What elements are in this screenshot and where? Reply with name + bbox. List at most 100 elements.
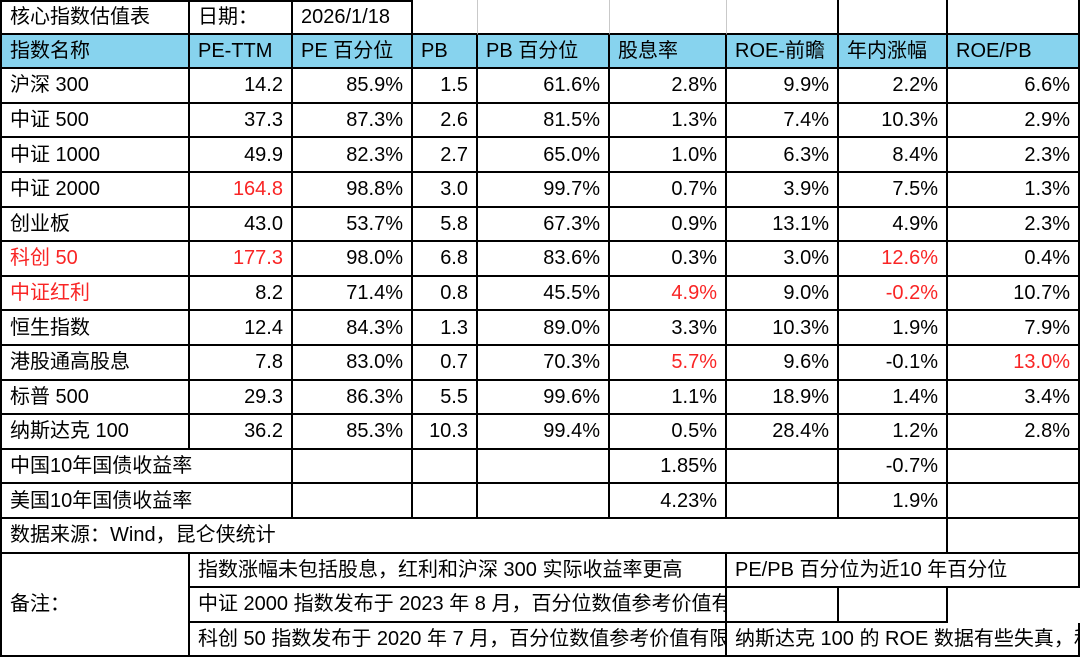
- cell-value[interactable]: 6.3%: [727, 138, 839, 173]
- cell-value[interactable]: -0.1%: [839, 345, 948, 381]
- cell-value[interactable]: 2.6: [413, 103, 478, 139]
- empty-cell[interactable]: [948, 484, 1080, 519]
- cell-index-name[interactable]: 中证 1000: [0, 138, 190, 173]
- empty-cell[interactable]: [413, 449, 478, 485]
- cell-value[interactable]: 0.4%: [948, 242, 1080, 277]
- cell-value[interactable]: 10.3%: [727, 311, 839, 346]
- empty-cell[interactable]: [727, 588, 839, 623]
- cell-value[interactable]: 13.1%: [727, 207, 839, 243]
- cell-value[interactable]: 0.7%: [610, 172, 727, 208]
- cell-index-name[interactable]: 科创 50: [0, 242, 190, 277]
- cell-value[interactable]: 9.6%: [727, 345, 839, 381]
- cell-value[interactable]: 9.9%: [727, 69, 839, 104]
- column-header-pb-percentile[interactable]: PB 百分位: [478, 34, 610, 70]
- cell-value[interactable]: 83.0%: [293, 345, 413, 381]
- empty-cell[interactable]: [727, 449, 839, 485]
- cell-bond-yield[interactable]: 1.85%: [610, 449, 727, 485]
- cell-value[interactable]: 85.9%: [293, 69, 413, 104]
- cell-value[interactable]: 1.9%: [839, 311, 948, 346]
- column-header-pe-percentile[interactable]: PE 百分位: [293, 34, 413, 70]
- cell-value[interactable]: 99.7%: [478, 172, 610, 208]
- column-header-index-name[interactable]: 指数名称: [0, 34, 190, 70]
- empty-cell[interactable]: [610, 0, 727, 35]
- cell-value[interactable]: 45.5%: [478, 276, 610, 312]
- cell-value[interactable]: 4.9%: [839, 207, 948, 243]
- column-header-ytd-change[interactable]: 年内涨幅: [839, 34, 948, 70]
- cell-value[interactable]: 6.8: [413, 242, 478, 277]
- remark-note-cell[interactable]: PE/PB 百分位为近10 年百分位: [727, 553, 1080, 589]
- cell-value[interactable]: 1.3%: [610, 103, 727, 139]
- column-header-pb[interactable]: PB: [413, 34, 478, 70]
- cell-value[interactable]: 85.3%: [293, 415, 413, 450]
- cell-index-name[interactable]: 恒生指数: [0, 311, 190, 346]
- cell-value[interactable]: 36.2: [190, 415, 293, 450]
- cell-value[interactable]: 87.3%: [293, 103, 413, 139]
- cell-bond-ytd[interactable]: -0.7%: [839, 449, 948, 485]
- cell-value[interactable]: 49.9: [190, 138, 293, 173]
- column-header-roe-forward[interactable]: ROE-前瞻: [727, 34, 839, 70]
- cell-value[interactable]: 0.3%: [610, 242, 727, 277]
- cell-value[interactable]: 70.3%: [478, 345, 610, 381]
- column-header-roe-pb[interactable]: ROE/PB: [948, 34, 1080, 70]
- cell-value[interactable]: 5.5: [413, 380, 478, 416]
- empty-cell[interactable]: [948, 0, 1080, 35]
- cell-value[interactable]: 1.3%: [948, 172, 1080, 208]
- cell-value[interactable]: 7.5%: [839, 172, 948, 208]
- cell-bond-yield[interactable]: 4.23%: [610, 484, 727, 519]
- cell-value[interactable]: 2.3%: [948, 138, 1080, 173]
- cell-index-name[interactable]: 港股通高股息: [0, 345, 190, 381]
- data-source-cell[interactable]: 数据来源：Wind，昆仑侠统计: [0, 518, 948, 554]
- empty-cell[interactable]: [478, 484, 610, 519]
- cell-value[interactable]: 2.7: [413, 138, 478, 173]
- empty-cell[interactable]: [293, 484, 413, 519]
- cell-index-name[interactable]: 创业板: [0, 207, 190, 243]
- empty-cell[interactable]: [293, 449, 413, 485]
- column-header-dividend-yield[interactable]: 股息率: [610, 34, 727, 70]
- column-header-pe-ttm[interactable]: PE-TTM: [190, 34, 293, 70]
- cell-value[interactable]: 7.8: [190, 345, 293, 381]
- cell-value[interactable]: 65.0%: [478, 138, 610, 173]
- cell-value[interactable]: 82.3%: [293, 138, 413, 173]
- cell-index-name[interactable]: 沪深 300: [0, 69, 190, 104]
- empty-cell[interactable]: [478, 449, 610, 485]
- cell-value[interactable]: 7.9%: [948, 311, 1080, 346]
- cell-value[interactable]: 6.6%: [948, 69, 1080, 104]
- cell-value[interactable]: 177.3: [190, 242, 293, 277]
- cell-value[interactable]: 43.0: [190, 207, 293, 243]
- empty-cell[interactable]: [727, 484, 839, 519]
- cell-value[interactable]: 71.4%: [293, 276, 413, 312]
- empty-cell[interactable]: [413, 0, 478, 35]
- cell-value[interactable]: 12.6%: [839, 242, 948, 277]
- empty-cell[interactable]: [413, 484, 478, 519]
- cell-value[interactable]: 67.3%: [478, 207, 610, 243]
- cell-value[interactable]: 2.9%: [948, 103, 1080, 139]
- empty-cell[interactable]: [839, 588, 948, 623]
- cell-value[interactable]: 0.5%: [610, 415, 727, 450]
- cell-value[interactable]: 1.3: [413, 311, 478, 346]
- cell-value[interactable]: 2.2%: [839, 69, 948, 104]
- cell-value[interactable]: 98.0%: [293, 242, 413, 277]
- cell-value[interactable]: 99.6%: [478, 380, 610, 416]
- cell-index-name[interactable]: 中证 2000: [0, 172, 190, 208]
- cell-value[interactable]: 37.3: [190, 103, 293, 139]
- empty-cell[interactable]: [948, 518, 1080, 554]
- cell-value[interactable]: 164.8: [190, 172, 293, 208]
- empty-cell[interactable]: [948, 449, 1080, 485]
- cell-value[interactable]: 7.4%: [727, 103, 839, 139]
- cell-value[interactable]: 1.1%: [610, 380, 727, 416]
- date-value-cell[interactable]: 2026/1/18: [293, 0, 413, 35]
- cell-value[interactable]: 0.7: [413, 345, 478, 381]
- cell-value[interactable]: 3.0: [413, 172, 478, 208]
- cell-value[interactable]: 5.7%: [610, 345, 727, 381]
- cell-value[interactable]: 3.4%: [948, 380, 1080, 416]
- cell-value[interactable]: 61.6%: [478, 69, 610, 104]
- empty-cell[interactable]: [727, 0, 839, 35]
- cell-value[interactable]: 3.9%: [727, 172, 839, 208]
- remark-note-cell[interactable]: 科创 50 指数发布于 2020 年 7 月，百分位数值参考价值有限: [190, 622, 727, 658]
- cell-value[interactable]: 2.8%: [948, 415, 1080, 450]
- empty-cell[interactable]: [478, 0, 610, 35]
- cell-value[interactable]: 5.8: [413, 207, 478, 243]
- cell-value[interactable]: 83.6%: [478, 242, 610, 277]
- cell-value[interactable]: 10.3: [413, 415, 478, 450]
- cell-value[interactable]: 3.3%: [610, 311, 727, 346]
